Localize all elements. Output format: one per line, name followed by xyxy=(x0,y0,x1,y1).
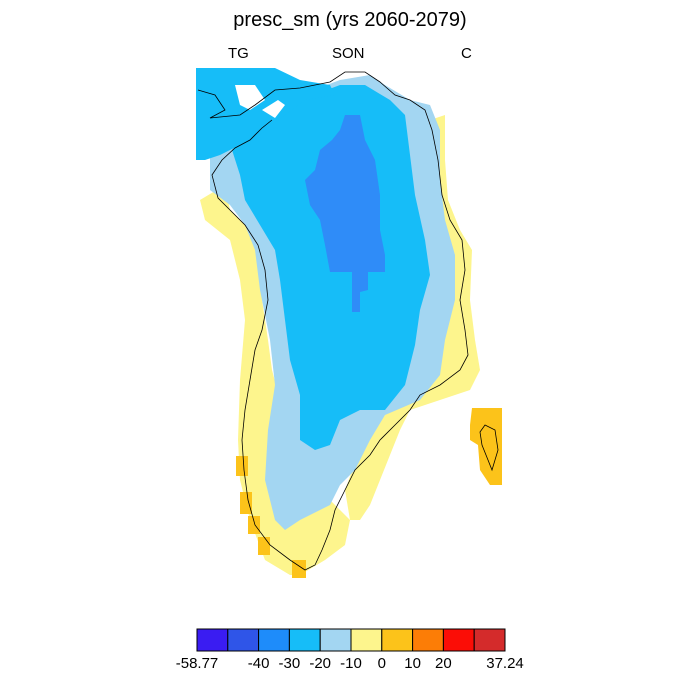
map-title: presc_sm (yrs 2060-2079) xyxy=(233,9,467,31)
colorbar-swatch xyxy=(227,628,260,652)
region-nw-cyan xyxy=(196,68,335,160)
colorbar-tick-label: -30 xyxy=(278,655,301,672)
region-minus30-core xyxy=(305,115,385,312)
subtitle-right: C xyxy=(461,45,472,62)
colorbar-tick-label: -20 xyxy=(309,655,332,672)
colorbar-tick-label: 0 xyxy=(377,655,386,672)
colorbar-tick-label: 10 xyxy=(404,655,421,672)
colorbar-swatch xyxy=(196,628,229,652)
coastline xyxy=(197,71,469,571)
region-10-to-20-s xyxy=(292,560,306,578)
colorbar-swatch xyxy=(473,628,506,652)
colorbar-tick-label: -40 xyxy=(247,655,270,672)
colorbar-tick-label: -10 xyxy=(340,655,362,672)
nw-water-gap xyxy=(235,85,265,110)
subtitle-center: SON xyxy=(332,45,365,62)
colorbar-swatch xyxy=(258,628,290,652)
colorbar-swatch xyxy=(381,628,414,652)
colorbar-swatch xyxy=(350,628,383,652)
colorbar-swatch xyxy=(288,628,321,652)
region-0-to-10-east xyxy=(345,115,480,520)
colorbar-tick-label: 20 xyxy=(435,655,452,672)
colorbar-swatch xyxy=(319,628,352,652)
region-10-to-20-east xyxy=(470,408,502,485)
colorbar-swatch xyxy=(442,628,475,652)
colorbar-swatch xyxy=(412,628,444,652)
subtitle-left: TG xyxy=(228,45,249,62)
colorbar-tick-label: 37.24 xyxy=(486,655,524,672)
region-10-to-20-sw3 xyxy=(248,516,260,534)
coastline-east-island xyxy=(479,424,499,472)
nw-water-gap-2 xyxy=(262,100,285,118)
region-10-to-20-sw1 xyxy=(236,456,248,476)
colorbar-tick-label: -58.77 xyxy=(175,655,219,672)
region-10-to-20-sw2 xyxy=(240,492,252,514)
